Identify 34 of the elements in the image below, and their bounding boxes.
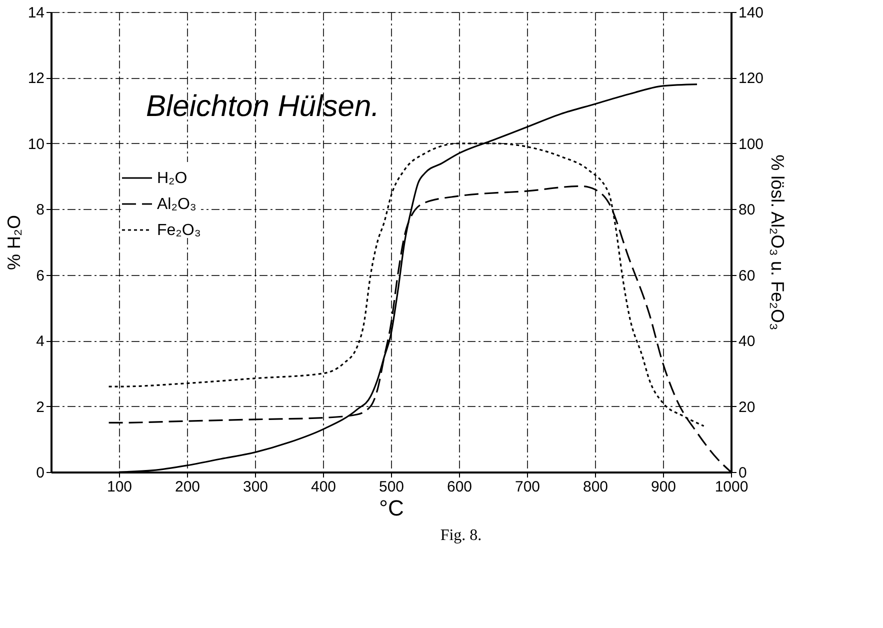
y2-tick-label: 40 (738, 333, 756, 350)
x-tick-label: 100 (106, 478, 132, 496)
y2-tick-label: 20 (738, 398, 756, 416)
y2-tick-label: 80 (738, 202, 756, 219)
y-tick-label: 8 (36, 202, 44, 219)
y-tick-label: 4 (36, 333, 44, 350)
caption: Fig. 8. (440, 527, 482, 544)
legend-label: Al₂O₃ (157, 196, 196, 213)
y-tick-label: 6 (36, 267, 44, 284)
x-axis-title: °C (379, 496, 404, 520)
x-tick-label: 900 (650, 478, 676, 496)
y2-tick-label: 60 (738, 267, 756, 284)
x-tick-label: 600 (446, 478, 472, 496)
y2-tick-label: 140 (738, 4, 764, 22)
x-tick-label: 500 (378, 478, 404, 496)
y-tick-label: 10 (28, 136, 44, 153)
y-axis-title: % H₂O (4, 215, 24, 270)
y2-axis-title: % lösl. Al₂O₃ u. Fe₂O₃ (768, 154, 788, 330)
y-tick-label: 14 (28, 4, 44, 22)
x-tick-label: 1000 (714, 478, 748, 496)
annotation: Bleichton Hülsen. (146, 90, 380, 123)
y2-tick-label: 100 (738, 136, 764, 153)
y-tick-label: 0 (36, 464, 44, 482)
legend-label: H₂O (157, 170, 188, 187)
legend-label: Fe₂O₃ (157, 222, 201, 239)
x-tick-label: 200 (174, 478, 200, 496)
x-tick-label: 800 (582, 478, 608, 496)
x-tick-label: 400 (310, 478, 336, 496)
x-tick-label: 700 (514, 478, 540, 496)
y-tick-label: 12 (28, 70, 44, 88)
x-tick-label: 300 (242, 478, 268, 496)
y2-tick-label: 0 (738, 464, 747, 482)
y-tick-label: 2 (36, 398, 44, 416)
y2-tick-label: 120 (738, 70, 764, 88)
